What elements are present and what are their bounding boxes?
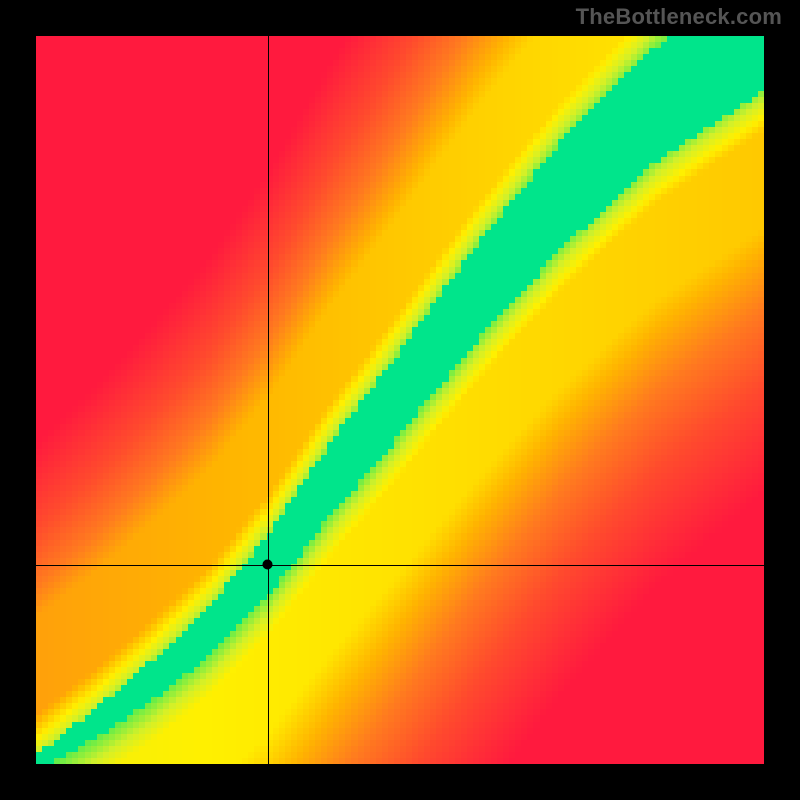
bottleneck-heatmap-canvas <box>0 0 800 800</box>
watermark-label: TheBottleneck.com <box>576 4 782 30</box>
